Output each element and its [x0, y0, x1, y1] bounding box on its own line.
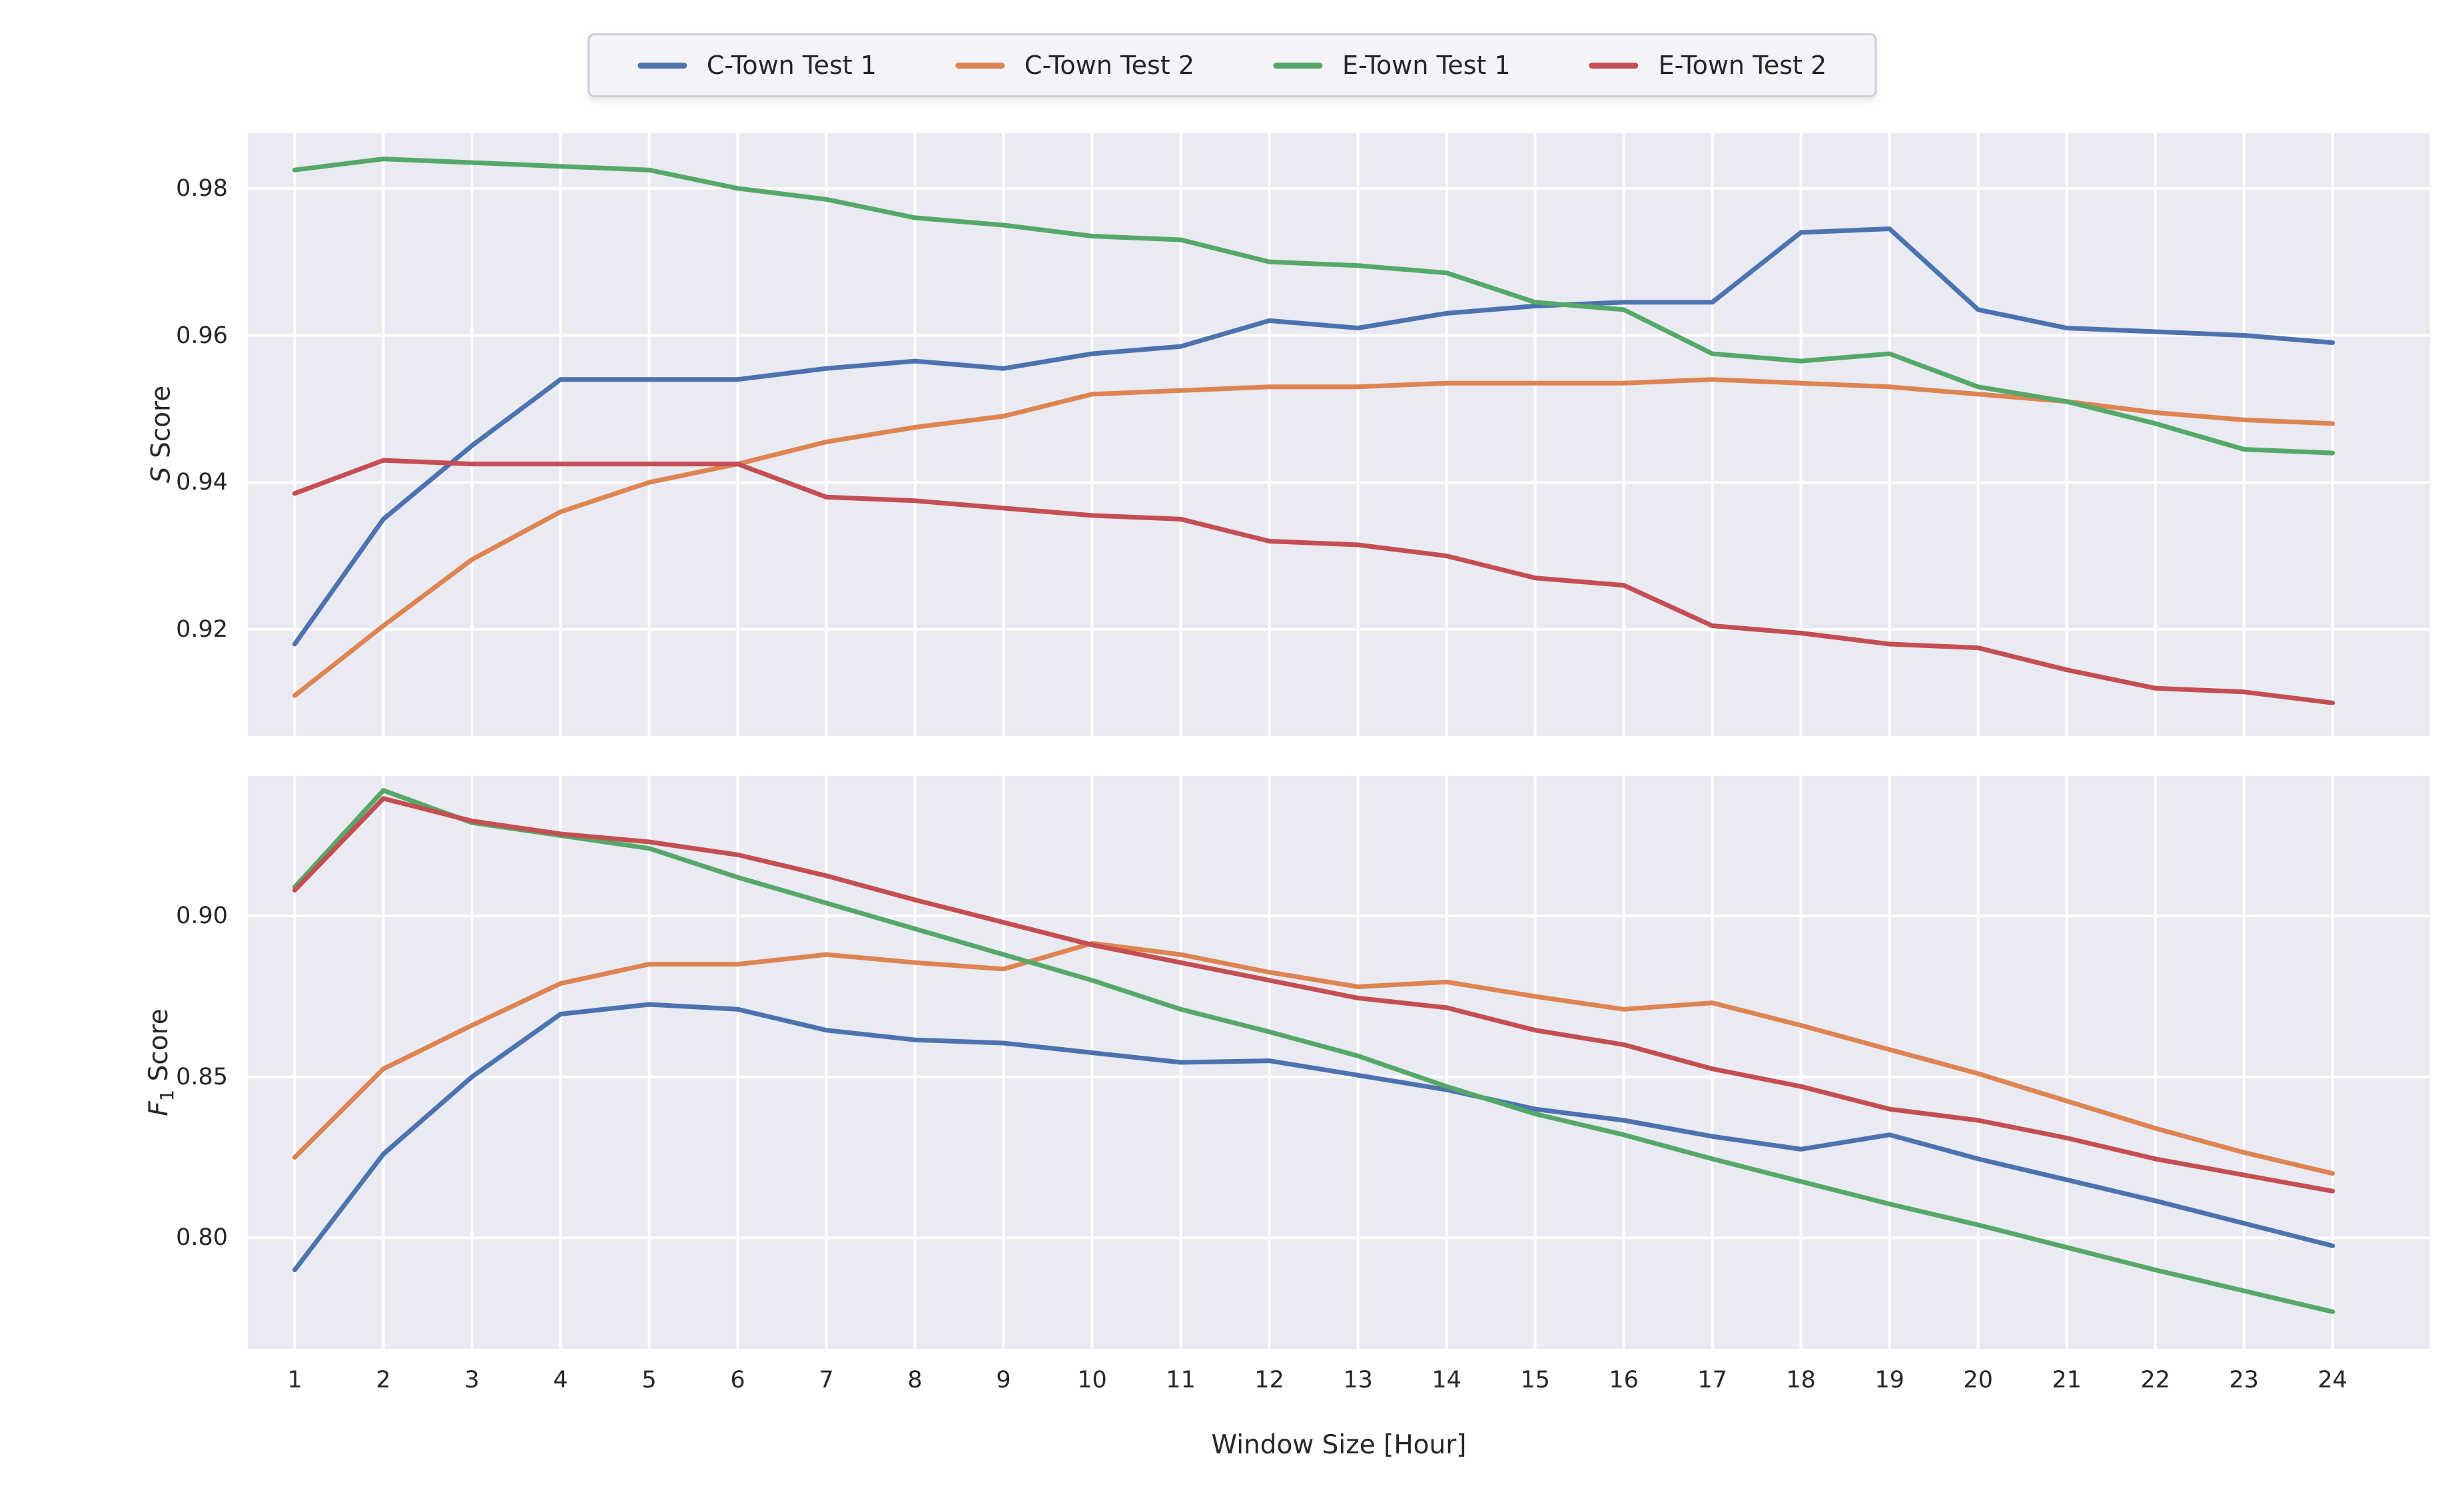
y-tick-label: 0.96 — [176, 322, 228, 349]
x-tick-label: 7 — [819, 1367, 834, 1393]
panel-background — [248, 776, 2430, 1349]
series-line-e-town-test-2 — [292, 458, 2335, 705]
x-tick-label: 17 — [1697, 1367, 1727, 1393]
x-tick-label: 15 — [1520, 1367, 1550, 1393]
series-line-c-town-test-2 — [292, 940, 2335, 1176]
y-axis-label-f1-score: F1 Score — [143, 1008, 178, 1116]
legend-line-swatch-icon — [1589, 62, 1639, 69]
series-line-c-town-test-1 — [292, 1002, 2335, 1273]
legend-item-c-town-test-2: C-Town Test 2 — [955, 53, 1194, 78]
chart-plot-area — [248, 133, 2430, 736]
legend-line-swatch-icon — [637, 62, 687, 69]
x-tick-label: 12 — [1254, 1367, 1284, 1393]
y-axis-label-s-score: S Score — [146, 385, 177, 484]
y-tick-label: 0.94 — [176, 469, 228, 496]
x-tick-label: 18 — [1786, 1367, 1816, 1393]
f1-score-panel — [248, 776, 2430, 1349]
legend-label: C-Town Test 2 — [1024, 51, 1195, 80]
panel-background — [248, 133, 2430, 736]
legend-line-swatch-icon — [1273, 62, 1323, 69]
y-tick-label: 0.92 — [176, 615, 228, 643]
x-tick-label: 6 — [730, 1367, 745, 1393]
legend: C-Town Test 1 C-Town Test 2 E-Town Test … — [587, 33, 1877, 97]
x-tick-label: 23 — [2229, 1367, 2259, 1393]
series-line-c-town-test-1 — [292, 226, 2335, 647]
s-score-panel — [248, 133, 2430, 736]
y-tick-label: 0.85 — [176, 1063, 228, 1090]
legend-label: E-Town Test 1 — [1342, 51, 1511, 80]
y-tick-label: 0.80 — [176, 1224, 228, 1252]
x-tick-label: 5 — [641, 1367, 657, 1393]
legend-item-e-town-test-1: E-Town Test 1 — [1273, 53, 1511, 78]
x-tick-label: 11 — [1166, 1367, 1196, 1393]
series-line-e-town-test-2 — [292, 796, 2335, 1194]
x-tick-label: 13 — [1343, 1367, 1373, 1393]
x-tick-label: 10 — [1077, 1367, 1107, 1393]
legend-item-e-town-test-2: E-Town Test 2 — [1589, 53, 1827, 78]
x-tick-label: 9 — [996, 1367, 1011, 1393]
series-line-c-town-test-2 — [292, 377, 2335, 698]
x-tick-label: 1 — [287, 1367, 302, 1393]
x-axis-label: Window Size [Hour] — [1211, 1430, 1467, 1460]
x-tick-label: 4 — [553, 1367, 568, 1393]
x-tick-label: 22 — [2140, 1367, 2170, 1393]
legend-item-c-town-test-1: C-Town Test 1 — [637, 53, 877, 78]
y-tick-label: 0.90 — [176, 903, 228, 930]
x-tick-label: 3 — [464, 1367, 480, 1393]
x-tick-label: 24 — [2317, 1367, 2347, 1393]
series-line-e-town-test-1 — [292, 788, 2335, 1314]
x-tick-label: 19 — [1874, 1367, 1904, 1393]
y-tick-label: 0.98 — [176, 175, 228, 202]
x-tick-label: 8 — [907, 1367, 923, 1393]
x-tick-label: 14 — [1432, 1367, 1461, 1393]
chart-plot-area — [248, 776, 2430, 1349]
x-tick-label: 21 — [2052, 1367, 2082, 1393]
series-line-e-town-test-1 — [292, 157, 2335, 456]
x-tick-label: 16 — [1609, 1367, 1639, 1393]
legend-line-swatch-icon — [955, 62, 1005, 69]
legend-label: C-Town Test 1 — [706, 51, 877, 80]
legend-label: E-Town Test 2 — [1658, 51, 1827, 80]
x-tick-label: 20 — [1963, 1367, 1993, 1393]
x-tick-label: 2 — [376, 1367, 391, 1393]
